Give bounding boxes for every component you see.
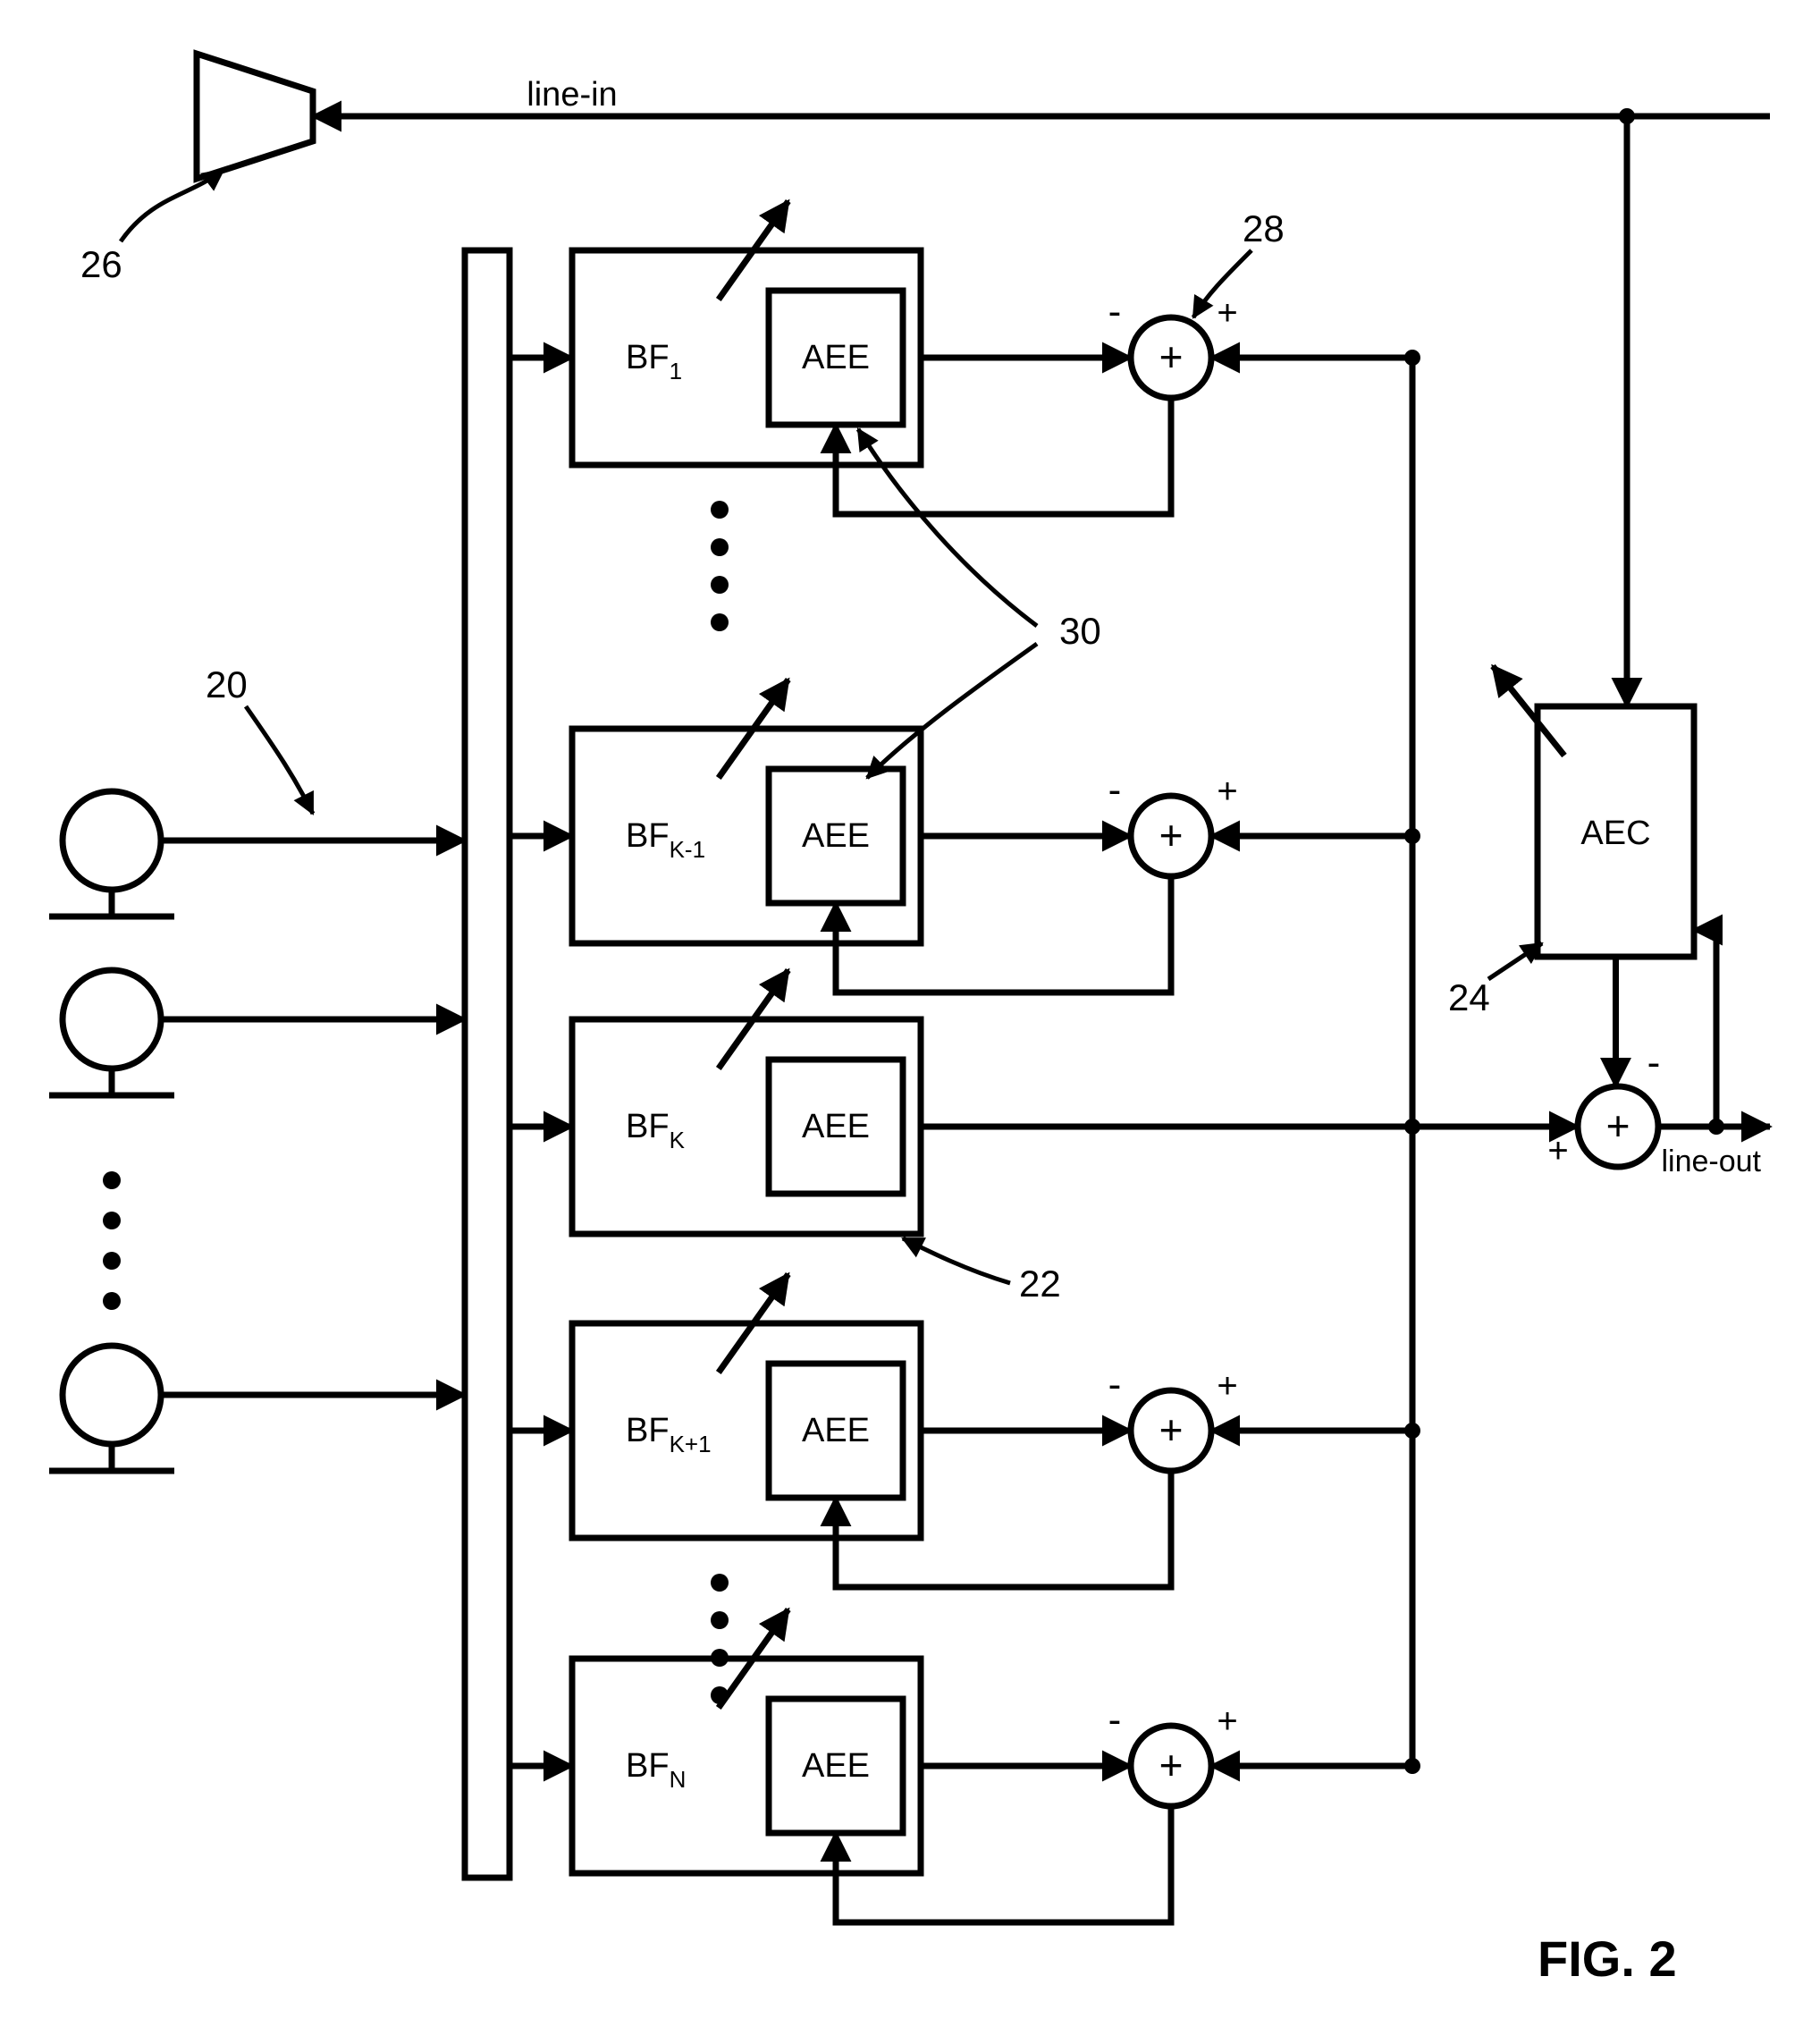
feedback-junction: [1404, 1758, 1420, 1774]
microphone-icon: [63, 791, 161, 890]
feedback-junction: [1404, 1423, 1420, 1439]
continuation-dot: [711, 613, 729, 631]
aee-label: AEE: [802, 1412, 870, 1449]
aec-label: AEC: [1580, 815, 1650, 852]
continuation-dot: [711, 538, 729, 556]
continuation-dot: [711, 1686, 729, 1704]
continuation-dot: [711, 576, 729, 594]
ref-22: 22: [1019, 1263, 1061, 1305]
sum-plus-label: +: [1217, 293, 1237, 333]
sum-minus-label: -: [1108, 768, 1122, 812]
ref-26-arrow: [121, 170, 223, 241]
continuation-dot: [103, 1252, 121, 1270]
sum-minus-label: -: [1108, 1698, 1122, 1742]
lineout-tap: [1708, 1119, 1724, 1135]
sum-plus: +: [1159, 334, 1184, 380]
sum-plus: +: [1159, 1406, 1184, 1453]
ref-24-arrow: [1488, 943, 1542, 979]
continuation-dot: [711, 1649, 729, 1667]
ref-22-arrow: [903, 1238, 1010, 1283]
continuation-dot: [103, 1171, 121, 1189]
out-sum-minus-top: -: [1647, 1041, 1661, 1085]
sum-plus-label: +: [1217, 1702, 1237, 1741]
sum-minus-label: -: [1108, 290, 1122, 334]
continuation-dot: [103, 1212, 121, 1229]
ref-24: 24: [1448, 976, 1490, 1018]
feedback-junction: [1404, 1119, 1420, 1135]
sum-plus: +: [1159, 812, 1184, 858]
sum-minus-label: -: [1108, 1363, 1122, 1406]
aee-label: AEE: [802, 339, 870, 376]
figure-label: FIG. 2: [1538, 1930, 1677, 1987]
ref-26: 26: [80, 243, 122, 285]
sum-plus-label: +: [1217, 1366, 1237, 1406]
continuation-dot: [103, 1292, 121, 1310]
input-bus: [465, 250, 510, 1878]
feedback-junction: [1404, 828, 1420, 844]
out-sum-plus-left: +: [1547, 1131, 1568, 1170]
aee-label: AEE: [802, 1108, 870, 1145]
ref-20-arrow: [246, 706, 313, 814]
line-in-label: line-in: [527, 76, 617, 114]
continuation-dot: [711, 1611, 729, 1629]
ref-20: 20: [206, 663, 248, 705]
sum-plus: +: [1159, 1742, 1184, 1788]
out-sum-plus: +: [1606, 1102, 1630, 1149]
aee-label: AEE: [802, 1747, 870, 1785]
microphone-icon: [63, 1346, 161, 1444]
continuation-dot: [711, 1574, 729, 1592]
continuation-dot: [711, 501, 729, 519]
microphone-icon: [63, 970, 161, 1068]
feedback-junction: [1404, 350, 1420, 366]
aee-label: AEE: [802, 817, 870, 855]
sum-plus-label: +: [1217, 772, 1237, 811]
line-out-label: line-out: [1661, 1144, 1761, 1178]
ref-28: 28: [1243, 207, 1285, 249]
speaker-icon: [197, 54, 313, 179]
ref-30: 30: [1059, 610, 1101, 652]
